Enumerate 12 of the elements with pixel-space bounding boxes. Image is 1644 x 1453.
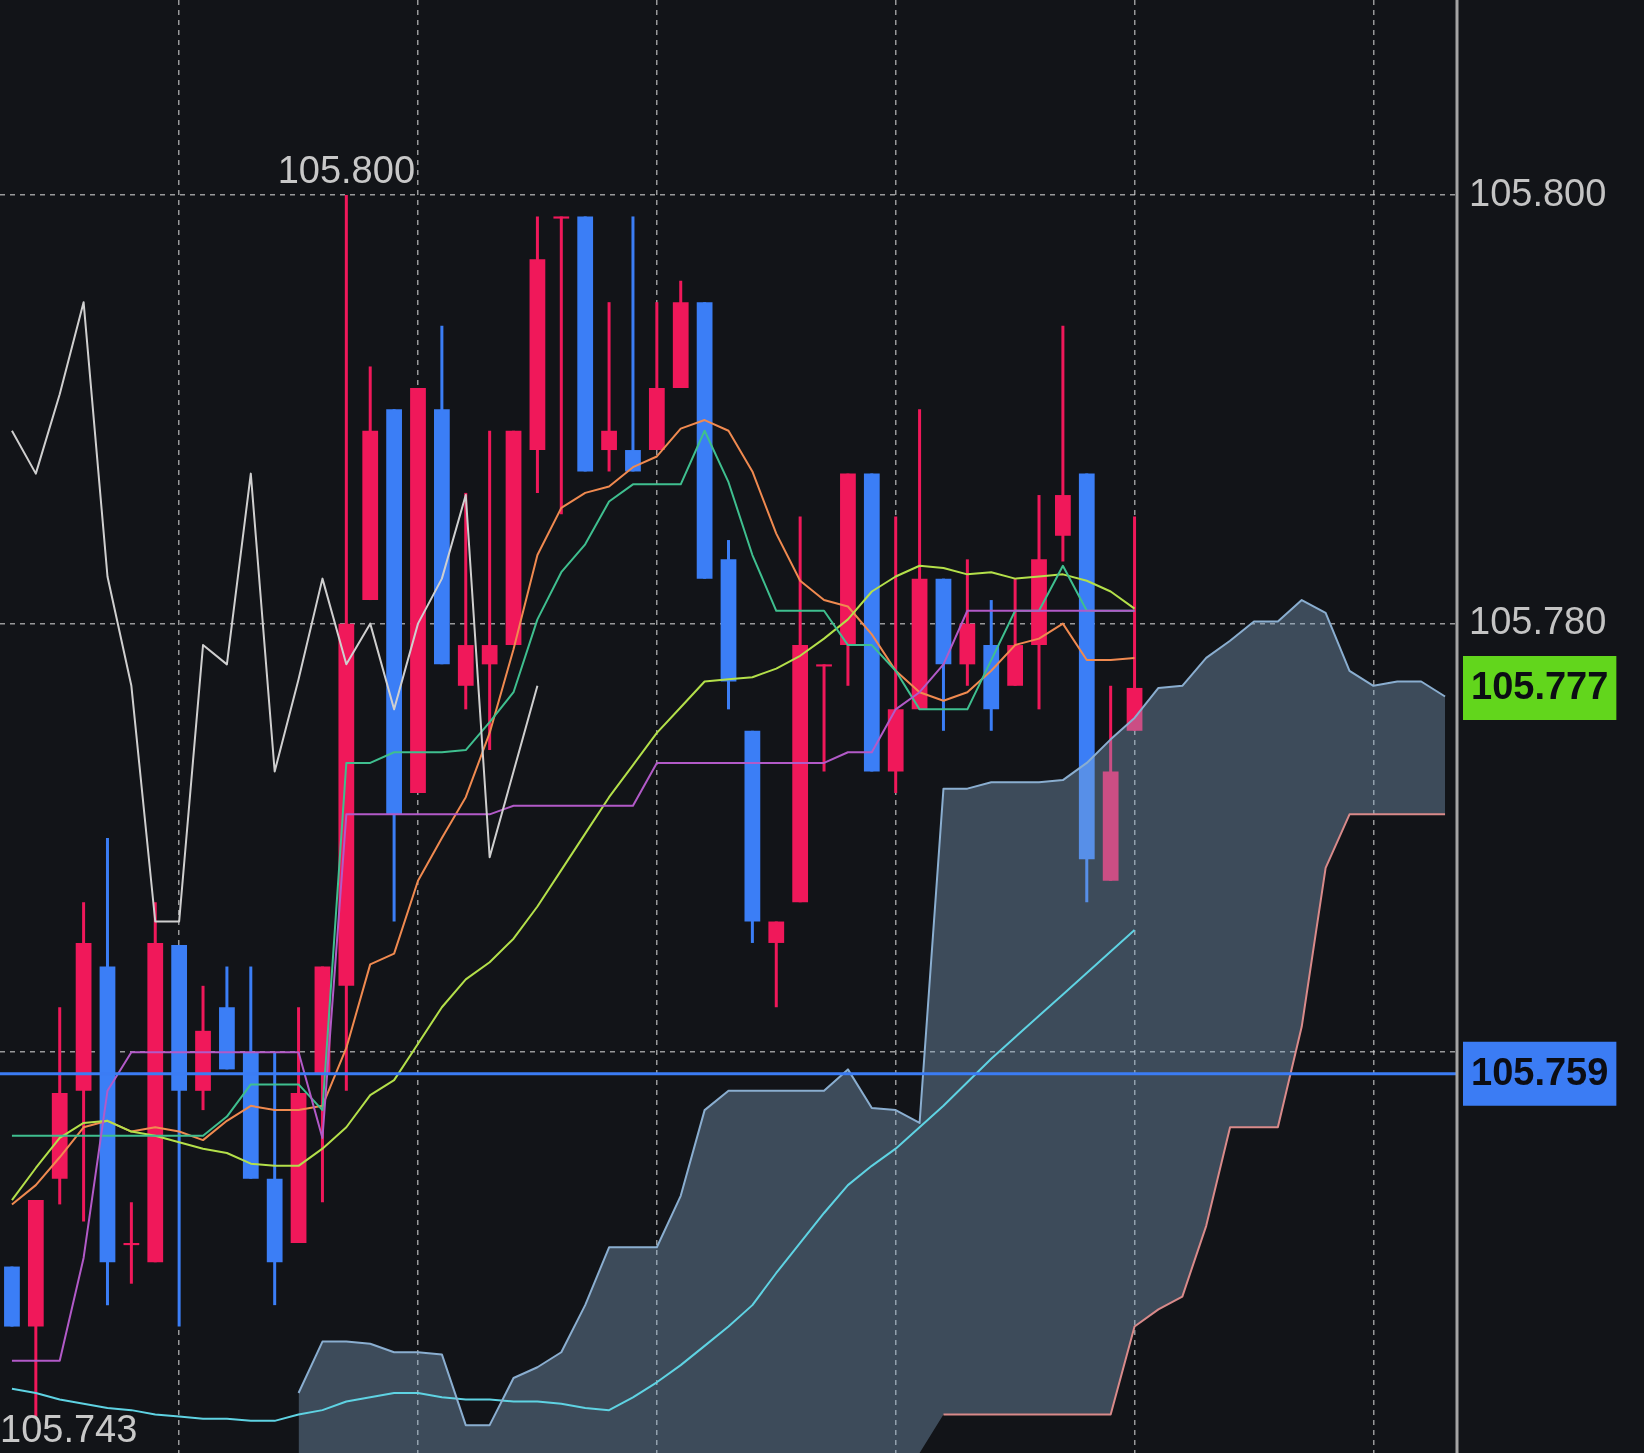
annotation: 105.800 [277,148,416,191]
candlestick [123,1202,140,1284]
candlestick [553,216,570,515]
candlestick [625,216,641,472]
candlestick [816,664,832,772]
candlestick [481,429,498,751]
ref-line-label: 105.759 [1471,1051,1609,1094]
text: 105.777 [1471,665,1609,708]
y-tick-label: 105.780 [1469,600,1607,643]
candlestick [601,302,617,472]
candlestick [768,921,785,1009]
annotation: 105.743 [0,1408,138,1451]
